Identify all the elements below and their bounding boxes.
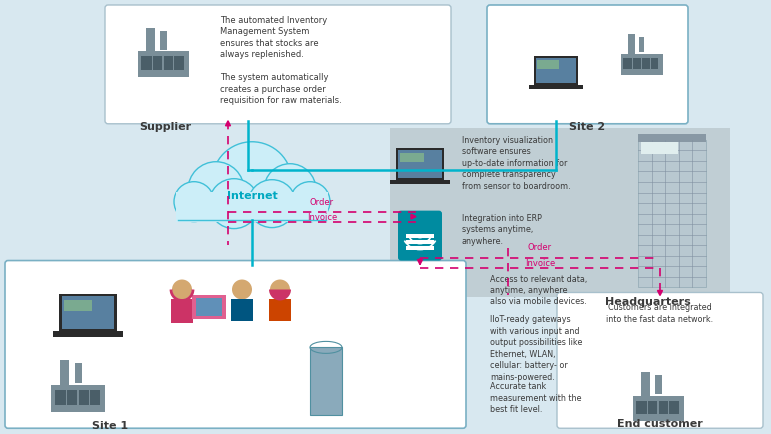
Bar [633, 396, 684, 421]
Text: Integration into ERP
systems anytime,
anywhere.: Integration into ERP systems anytime, an… [462, 214, 542, 246]
Circle shape [172, 279, 192, 299]
Bar [396, 148, 444, 180]
Circle shape [290, 182, 330, 222]
Text: End customer: End customer [617, 419, 703, 429]
Bar [536, 58, 577, 83]
Bar [77, 390, 79, 404]
Text: IIoT-ready gateways
with various input and
output possibilities like
Ethernet, W: IIoT-ready gateways with various input a… [490, 316, 582, 381]
Bar [310, 347, 342, 415]
FancyBboxPatch shape [487, 5, 688, 124]
Text: Site 1: Site 1 [92, 421, 128, 431]
Bar [171, 299, 193, 323]
Text: Invoice: Invoice [525, 259, 555, 267]
Bar [621, 54, 662, 75]
Bar [231, 299, 253, 322]
Wedge shape [269, 289, 291, 300]
Circle shape [174, 182, 214, 222]
Text: Order: Order [528, 243, 552, 252]
Bar [173, 56, 174, 70]
Bar [641, 372, 650, 396]
Bar [390, 128, 730, 297]
Bar [624, 58, 658, 69]
Circle shape [212, 142, 292, 222]
Polygon shape [225, 121, 231, 126]
Bar [641, 58, 642, 69]
Bar [529, 85, 584, 89]
Bar [160, 31, 167, 49]
Text: Headquarters: Headquarters [605, 297, 691, 307]
Bar [641, 142, 678, 154]
Bar [89, 390, 90, 404]
Polygon shape [418, 260, 423, 265]
Bar [406, 233, 434, 237]
Bar [60, 360, 69, 385]
Text: Invoice: Invoice [307, 213, 337, 222]
Text: Internet: Internet [227, 191, 278, 201]
FancyBboxPatch shape [557, 293, 763, 428]
Polygon shape [658, 290, 662, 296]
Circle shape [248, 180, 296, 227]
Text: The automated Inventory
Management System
ensures that stocks are
always repleni: The automated Inventory Management Syste… [220, 16, 342, 105]
Bar [390, 180, 449, 184]
Bar [64, 299, 93, 311]
Bar [55, 390, 99, 404]
Bar [192, 296, 226, 319]
Bar [534, 56, 578, 85]
Bar [196, 299, 222, 316]
Text: Site 2: Site 2 [569, 122, 605, 132]
Text: Customers are integrated
into the fast data network.: Customers are integrated into the fast d… [607, 303, 714, 324]
Bar [406, 240, 434, 243]
Bar [406, 246, 434, 250]
FancyBboxPatch shape [398, 210, 442, 260]
Bar [146, 27, 155, 51]
Bar [638, 140, 706, 287]
Text: Access to relevant data,
anytime, anywhere
also via mobile devices.: Access to relevant data, anytime, anywhe… [490, 275, 588, 306]
FancyBboxPatch shape [105, 5, 451, 124]
Bar [51, 385, 105, 412]
Bar [269, 299, 291, 322]
Bar [75, 363, 82, 383]
Bar [632, 58, 633, 69]
Bar [537, 60, 560, 69]
Circle shape [232, 279, 252, 299]
FancyBboxPatch shape [5, 260, 466, 428]
Bar [655, 375, 662, 394]
Bar [138, 51, 189, 77]
Bar [636, 401, 678, 414]
Circle shape [209, 179, 259, 229]
Bar [638, 134, 706, 142]
Bar [152, 56, 153, 70]
Bar [59, 294, 116, 332]
Bar [650, 58, 651, 69]
Bar [398, 150, 442, 178]
Bar [62, 296, 114, 329]
Bar [399, 153, 424, 162]
Circle shape [188, 162, 244, 217]
Circle shape [270, 279, 290, 299]
Bar [639, 37, 645, 53]
Bar [628, 34, 635, 54]
Text: Supplier: Supplier [139, 122, 191, 132]
Bar [176, 192, 328, 222]
Bar [647, 401, 648, 414]
Bar [668, 401, 669, 414]
Bar [52, 332, 123, 337]
Circle shape [264, 164, 316, 216]
Text: Order: Order [310, 197, 334, 207]
Bar [66, 390, 67, 404]
Text: Inventory visualization
software ensures
up-to-date information for
complete tra: Inventory visualization software ensures… [462, 136, 571, 191]
Text: Accurate tank
measurement with the
best fit level.: Accurate tank measurement with the best … [490, 382, 581, 414]
Polygon shape [411, 214, 416, 219]
Bar [141, 56, 183, 70]
